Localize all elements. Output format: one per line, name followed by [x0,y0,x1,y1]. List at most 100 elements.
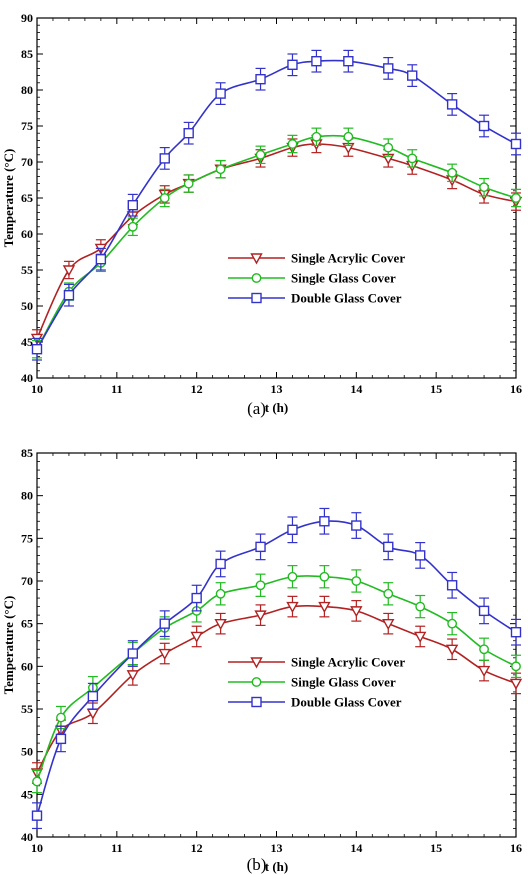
data-point [159,193,170,203]
figure-caption: (a) [247,399,266,418]
data-point [447,167,458,178]
y-tick-label: 70 [21,155,33,169]
y-tick-label: 55 [21,263,33,277]
data-point [287,571,298,582]
x-axis-label: t (h) [265,400,288,415]
y-tick-label: 75 [21,531,33,545]
data-point [414,631,427,643]
data-point [287,524,298,535]
chart-a: 40 45 50 55 60 65 70 75 80 85 90 10 11 12 13 14 15 16 t (h… [1,11,523,418]
data-point [215,164,226,175]
data-point [407,70,418,81]
data-point [415,550,426,561]
series-single-acrylic-cover [30,134,523,348]
x-tick-label: 11 [111,841,122,855]
x-tick-label: 15 [430,382,442,396]
x-tick-label: 16 [510,382,522,396]
x-tick-label: 13 [271,382,283,396]
y-tick-label: 60 [21,659,33,673]
y-tick-label: 45 [21,335,33,349]
legend-label: Single Glass Cover [291,675,396,690]
legend-marker [250,253,263,265]
data-point [319,571,330,582]
data-point [31,344,43,355]
data-point [87,691,99,702]
data-point [350,606,363,618]
data-point [382,618,395,631]
figure-caption: (b) [247,855,267,874]
data-point [191,592,202,604]
x-tick-label: 10 [31,382,43,396]
data-point [479,182,489,193]
data-point [183,127,194,139]
y-tick-label: 65 [21,191,33,205]
data-point [509,678,523,690]
data-point [343,131,354,142]
data-point [415,601,426,612]
data-point [254,610,267,622]
data-point [383,588,394,599]
y-tick-label: 90 [21,11,33,25]
x-axis-label: t (h) [265,859,288,874]
data-point [86,708,100,720]
series-line [36,59,517,350]
data-point [255,73,266,85]
data-point [62,265,76,277]
legend-marker [251,292,262,304]
data-point [351,576,362,586]
data-point [215,558,226,570]
y-tick-label: 60 [21,227,33,241]
data-point [319,516,330,527]
x-tick-label: 12 [191,841,203,855]
data-point [351,520,362,531]
y-tick-label: 80 [21,83,33,97]
data-point [255,149,266,160]
y-tick-label: 80 [21,489,33,503]
series-single-glass-cover [32,565,521,794]
legend-label: Single Acrylic Cover [291,251,405,266]
x-tick-label: 13 [271,841,283,855]
legend-label: Single Glass Cover [291,271,396,286]
series-line [36,134,517,350]
y-tick-label: 40 [21,830,33,844]
y-tick-label: 45 [21,787,33,801]
data-point [215,588,226,599]
data-point [343,56,354,67]
series-double-glass-cover [31,49,522,361]
legend: Single Acrylic Cover Single Glass Cover Do… [228,251,405,306]
data-point [318,601,331,614]
data-point [446,99,458,110]
y-tick-label: 55 [21,702,33,716]
data-point [32,776,42,787]
data-point [127,221,138,232]
y-tick-label: 85 [21,47,33,61]
series-line [36,143,517,339]
data-point [255,541,266,553]
data-point [446,580,458,591]
legend-label: Double Glass Cover [291,695,402,710]
data-point [55,733,67,745]
data-point [255,580,266,591]
legend-marker [251,273,262,283]
series-line [36,604,517,774]
data-point [511,193,521,203]
data-point [183,178,194,189]
data-point [407,153,418,164]
data-point [479,644,489,655]
series-single-glass-cover [32,127,521,359]
legend-marker [251,677,262,687]
legend-label: Single Acrylic Cover [291,655,405,670]
data-point [447,618,458,629]
x-tick-label: 12 [191,382,203,396]
data-point [31,810,43,821]
data-point [511,661,521,672]
data-point [510,138,522,150]
data-point [214,618,227,631]
data-point [127,648,139,659]
data-point [158,648,171,660]
y-tick-label: 50 [21,299,33,313]
data-point [478,605,490,617]
data-point [383,541,394,553]
legend: Single Acrylic Cover Single Glass Cover Do… [228,655,405,710]
